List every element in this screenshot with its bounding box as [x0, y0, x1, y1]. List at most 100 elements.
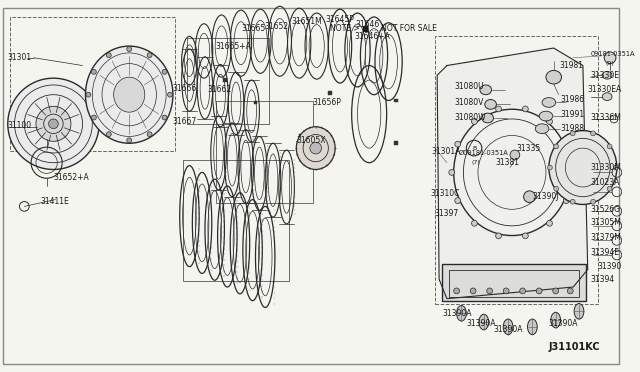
Ellipse shape: [495, 106, 502, 112]
Ellipse shape: [495, 233, 502, 239]
Ellipse shape: [482, 113, 493, 123]
Text: 31390J: 31390J: [532, 192, 559, 201]
Ellipse shape: [570, 199, 575, 204]
Ellipse shape: [92, 70, 96, 74]
Ellipse shape: [522, 233, 528, 239]
Ellipse shape: [553, 288, 559, 294]
Text: 31666: 31666: [172, 84, 196, 93]
Ellipse shape: [547, 220, 552, 226]
Ellipse shape: [547, 165, 552, 170]
Text: 31390A: 31390A: [442, 309, 472, 318]
Bar: [328, 91, 332, 95]
Text: 31526G: 31526G: [591, 205, 621, 214]
Ellipse shape: [522, 106, 528, 112]
Ellipse shape: [86, 46, 173, 143]
Bar: [449, 270, 579, 297]
Text: Ø09181-0351A: Ø09181-0351A: [458, 150, 508, 156]
Ellipse shape: [551, 312, 561, 328]
Ellipse shape: [455, 141, 461, 147]
Ellipse shape: [106, 132, 111, 137]
Ellipse shape: [479, 314, 489, 330]
Ellipse shape: [49, 119, 58, 129]
Text: 31301: 31301: [8, 53, 32, 62]
Text: 31080U: 31080U: [454, 83, 484, 92]
Bar: [435, 36, 598, 304]
Ellipse shape: [470, 288, 476, 294]
Text: 31336M: 31336M: [591, 112, 621, 122]
Ellipse shape: [510, 150, 520, 160]
Text: 31023A: 31023A: [591, 177, 620, 187]
Bar: [253, 100, 257, 105]
Text: 31379M: 31379M: [591, 233, 621, 242]
Ellipse shape: [486, 288, 493, 294]
Ellipse shape: [147, 53, 152, 58]
Text: B: B: [472, 145, 476, 151]
Ellipse shape: [614, 165, 618, 170]
Bar: [216, 102, 313, 203]
Ellipse shape: [547, 119, 552, 124]
Ellipse shape: [539, 111, 553, 121]
Ellipse shape: [480, 85, 492, 95]
Bar: [10, 17, 175, 151]
Text: 31381: 31381: [495, 158, 520, 167]
Ellipse shape: [549, 131, 617, 205]
Ellipse shape: [162, 115, 167, 120]
Bar: [442, 264, 586, 301]
Text: J31101KC: J31101KC: [549, 342, 600, 352]
Text: 31080V: 31080V: [454, 98, 484, 107]
Ellipse shape: [570, 131, 575, 136]
Text: 31100: 31100: [8, 121, 32, 130]
Text: (9): (9): [605, 61, 614, 66]
Ellipse shape: [106, 53, 111, 58]
Text: 31335: 31335: [517, 144, 541, 153]
Text: 31646+A: 31646+A: [355, 32, 390, 41]
Text: 31330E: 31330E: [591, 71, 620, 80]
Ellipse shape: [455, 198, 461, 203]
Ellipse shape: [127, 138, 132, 143]
Text: (7): (7): [471, 160, 480, 165]
Text: 31397: 31397: [435, 209, 458, 218]
Text: 31652: 31652: [264, 22, 289, 31]
Text: 31411E: 31411E: [41, 197, 70, 206]
Text: 31646: 31646: [356, 20, 380, 29]
Ellipse shape: [535, 124, 549, 134]
Ellipse shape: [574, 304, 584, 319]
Ellipse shape: [456, 305, 467, 321]
Text: 31390A: 31390A: [549, 320, 579, 328]
Ellipse shape: [296, 127, 335, 170]
Text: NOTE > ■.... NOT FOR SALE: NOTE > ■.... NOT FOR SALE: [330, 24, 437, 33]
Ellipse shape: [472, 220, 477, 226]
Text: 31656P: 31656P: [313, 98, 342, 107]
Ellipse shape: [8, 78, 99, 170]
Text: 31390: 31390: [598, 262, 621, 271]
Ellipse shape: [563, 141, 569, 147]
Text: 31981: 31981: [559, 61, 584, 70]
Text: 31330EA: 31330EA: [588, 85, 622, 94]
Bar: [394, 99, 398, 102]
Ellipse shape: [520, 288, 525, 294]
Ellipse shape: [536, 288, 542, 294]
Text: 31301A: 31301A: [431, 147, 461, 155]
Bar: [394, 141, 398, 145]
Ellipse shape: [92, 115, 96, 120]
Ellipse shape: [607, 186, 612, 191]
Ellipse shape: [310, 142, 321, 154]
Text: 31645P: 31645P: [326, 15, 355, 25]
Polygon shape: [437, 48, 588, 299]
Text: 31390A: 31390A: [467, 320, 496, 328]
Text: 31305M: 31305M: [591, 218, 621, 227]
Ellipse shape: [454, 288, 460, 294]
Bar: [300, 134, 303, 137]
Ellipse shape: [127, 46, 132, 51]
Ellipse shape: [604, 52, 616, 64]
Ellipse shape: [546, 70, 561, 84]
Text: 31310C: 31310C: [430, 189, 460, 198]
Text: 31991: 31991: [561, 110, 585, 119]
Ellipse shape: [524, 191, 535, 202]
Text: 31665+A: 31665+A: [216, 42, 252, 51]
Text: 09181-0351A: 09181-0351A: [591, 51, 635, 57]
Ellipse shape: [503, 288, 509, 294]
Bar: [223, 78, 227, 82]
Text: 31652+A: 31652+A: [53, 173, 89, 182]
Text: 31986: 31986: [561, 95, 585, 104]
